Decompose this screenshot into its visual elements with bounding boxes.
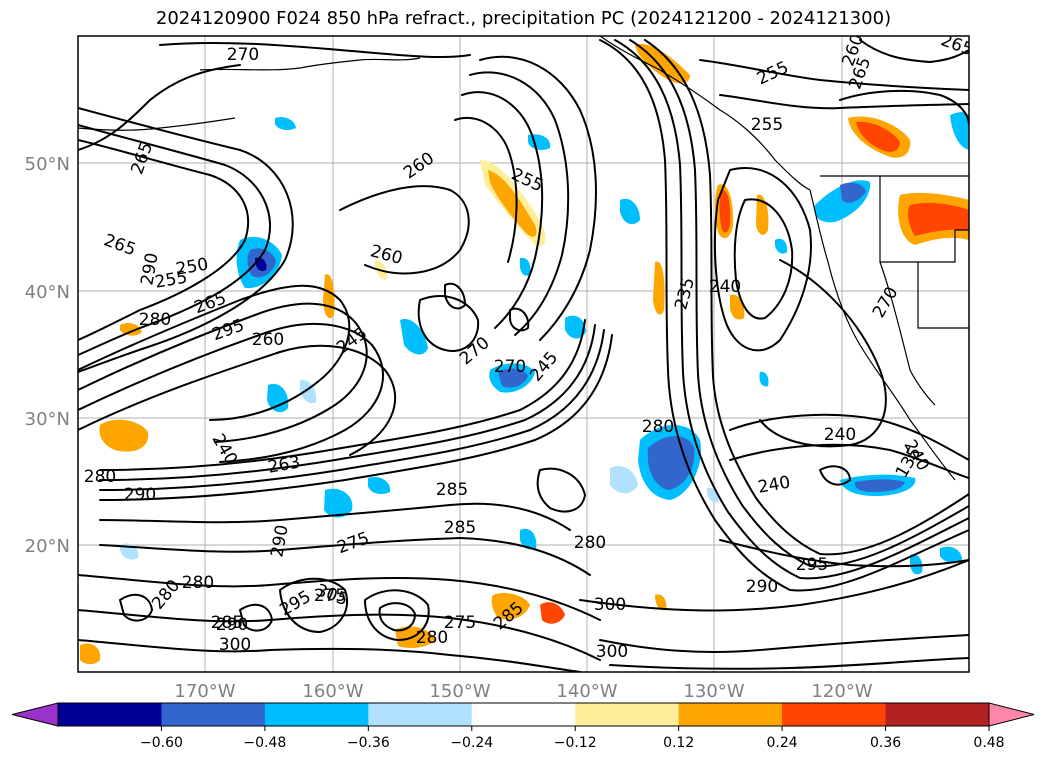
contour-label: 285 bbox=[211, 613, 243, 633]
refractivity-contours bbox=[78, 39, 969, 672]
colorbar-bin bbox=[782, 703, 887, 726]
contour-label: 285 bbox=[436, 480, 468, 500]
colorbar-tick-label: 0.24 bbox=[767, 735, 798, 751]
lon-label-160w: 160°W bbox=[302, 681, 363, 702]
colorbar-bin bbox=[264, 703, 369, 726]
colorbar-bin bbox=[368, 703, 473, 726]
colorbar: −0.60 −0.48 −0.36 −0.24 −0.12 0.12 0.24 0.36 0.4… bbox=[11, 702, 1035, 751]
colorbar-tick-label: −0.12 bbox=[554, 735, 597, 751]
colorbar-tick-label: 0.48 bbox=[973, 735, 1004, 751]
latitude-labels: 50°N 40°N 30°N 20°N bbox=[25, 154, 70, 557]
contour-label: 260 bbox=[252, 330, 284, 350]
contour-label: 285 bbox=[444, 518, 476, 538]
lon-label-170w: 170°W bbox=[174, 681, 235, 702]
contour-label: 240 bbox=[824, 425, 856, 445]
colorbar-tick-label: 0.36 bbox=[870, 735, 901, 751]
lat-label-30n: 30°N bbox=[25, 409, 70, 430]
map-title: 2024120900 F024 850 hPa refract., precip… bbox=[155, 8, 892, 29]
colorbar-bin bbox=[678, 703, 783, 726]
graticule bbox=[78, 36, 969, 672]
longitude-labels: 170°W 160°W 150°W 140°W 130°W 120°W bbox=[174, 681, 872, 702]
colorbar-tick-label: 0.12 bbox=[663, 735, 694, 751]
lat-label-40n: 40°N bbox=[25, 282, 70, 303]
colorbar-bin bbox=[885, 703, 990, 726]
contour-label: 270 bbox=[494, 357, 526, 377]
contour-label: 255 bbox=[751, 115, 783, 135]
colorbar-tick-label: −0.48 bbox=[243, 735, 286, 751]
colorbar-tick-label: −0.36 bbox=[347, 735, 390, 751]
colorbar-extend-high bbox=[988, 702, 1035, 727]
lon-label-150w: 150°W bbox=[429, 681, 490, 702]
lon-label-140w: 140°W bbox=[556, 681, 617, 702]
contour-label: 280 bbox=[84, 467, 116, 487]
contour-label: 290 bbox=[216, 615, 248, 635]
contour-label: 280 bbox=[416, 628, 448, 648]
contour-label: 280 bbox=[139, 310, 171, 330]
lon-label-130w: 130°W bbox=[683, 681, 744, 702]
contour-label: 270 bbox=[227, 45, 259, 65]
colorbar-tick-label: −0.24 bbox=[450, 735, 493, 751]
lat-label-50n: 50°N bbox=[25, 154, 70, 175]
colorbar-tick-label: −0.60 bbox=[140, 735, 183, 751]
contour-label: 275 bbox=[314, 586, 346, 606]
colorbar-bin bbox=[161, 703, 266, 726]
colorbar-bin bbox=[58, 703, 162, 726]
lat-label-20n: 20°N bbox=[25, 536, 70, 557]
map-plot-area bbox=[77, 35, 970, 673]
contour-label: 295 bbox=[796, 555, 828, 575]
lon-label-120w: 120°W bbox=[811, 681, 872, 702]
colorbar-bin bbox=[575, 703, 680, 726]
colorbar-extend-low bbox=[11, 702, 59, 727]
contour-label: 290 bbox=[746, 577, 778, 597]
contour-label: 240 bbox=[709, 277, 741, 297]
contour-label: 280 bbox=[574, 533, 606, 553]
contour-label: 300 bbox=[596, 642, 628, 662]
colorbar-bin bbox=[471, 703, 576, 726]
contour-label: 300 bbox=[594, 595, 626, 615]
contour-label: 275 bbox=[444, 613, 476, 633]
contour-label: 290 bbox=[124, 485, 156, 505]
contour-label: 280 bbox=[642, 417, 674, 437]
contour-label: 280 bbox=[182, 573, 214, 593]
contour-label: 300 bbox=[219, 635, 251, 655]
